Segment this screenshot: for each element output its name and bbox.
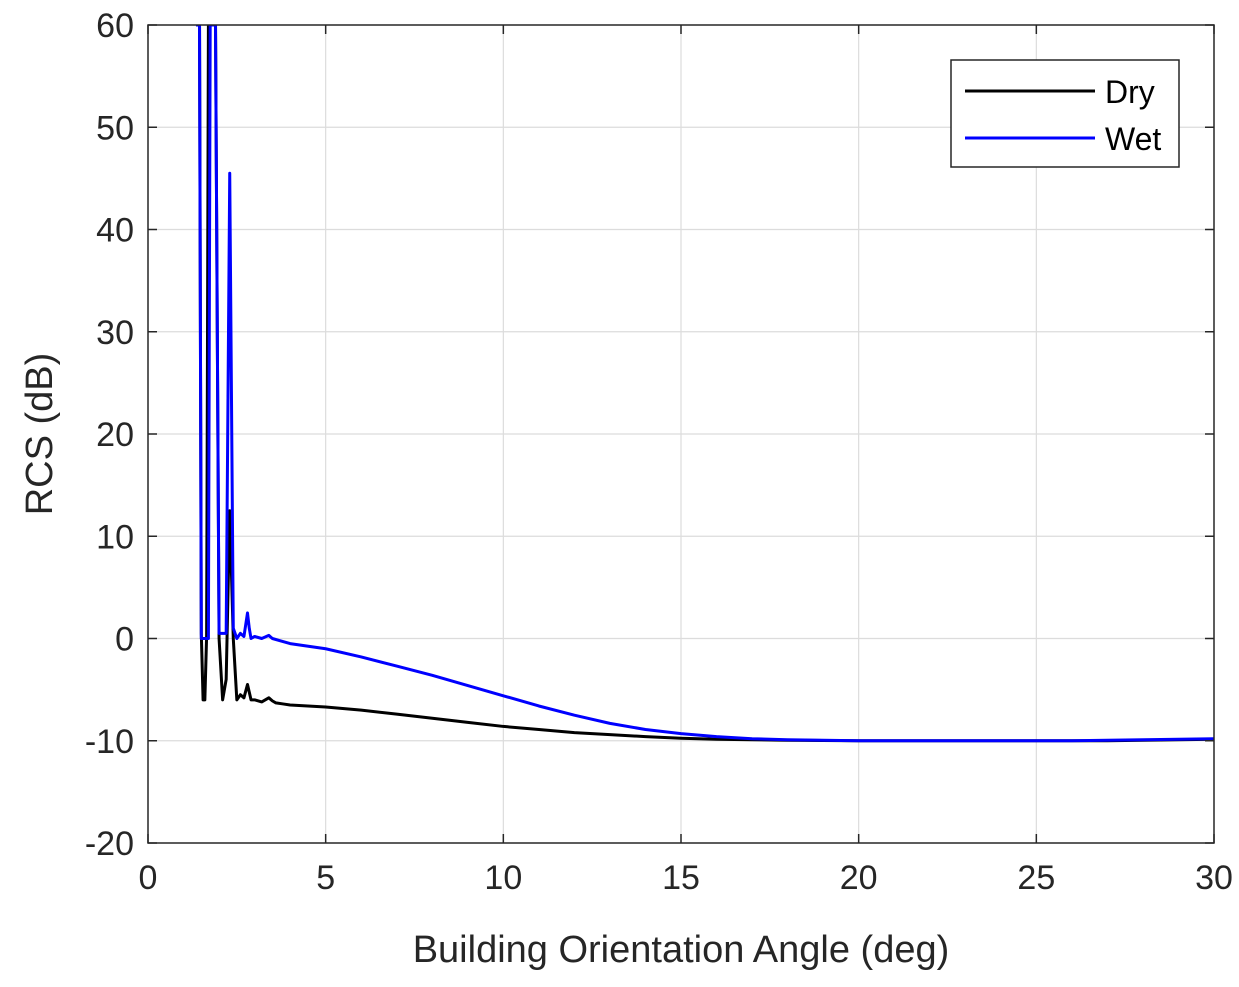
x-tick-label: 10 <box>484 859 522 897</box>
x-tick-label: 0 <box>139 859 158 897</box>
y-tick-label: 0 <box>115 621 134 659</box>
legend-label-dry: Dry <box>1105 74 1155 110</box>
y-tick-label: 60 <box>96 7 134 45</box>
y-tick-label: 50 <box>96 109 134 147</box>
x-tick-label: 20 <box>840 859 878 897</box>
legend-label-wet: Wet <box>1105 121 1161 157</box>
y-axis-label: RCS (dB) <box>19 353 61 516</box>
legend-box <box>950 59 1180 168</box>
legend: Dry Wet <box>950 59 1180 168</box>
y-tick-label: 10 <box>96 518 134 556</box>
y-tick-label: 20 <box>96 416 134 454</box>
x-tick-label: 25 <box>1017 859 1055 897</box>
grid-lines <box>148 25 1214 843</box>
tick-marks <box>147 24 1215 844</box>
x-tick-label: 30 <box>1195 859 1233 897</box>
y-tick-label: 40 <box>96 212 134 250</box>
x-axis-label: Building Orientation Angle (deg) <box>413 929 950 971</box>
y-tick-labels: -20 -10 0 10 20 30 40 50 60 <box>85 7 134 863</box>
y-tick-label: -10 <box>85 723 134 761</box>
series-line-wet <box>195 25 1214 743</box>
y-tick-label: 30 <box>96 314 134 352</box>
x-tick-labels: 0 5 10 15 20 25 30 <box>139 859 1233 897</box>
y-tick-label: -20 <box>85 825 134 863</box>
x-tick-label: 15 <box>662 859 700 897</box>
x-tick-label: 5 <box>316 859 335 897</box>
series-layer <box>195 25 1214 743</box>
